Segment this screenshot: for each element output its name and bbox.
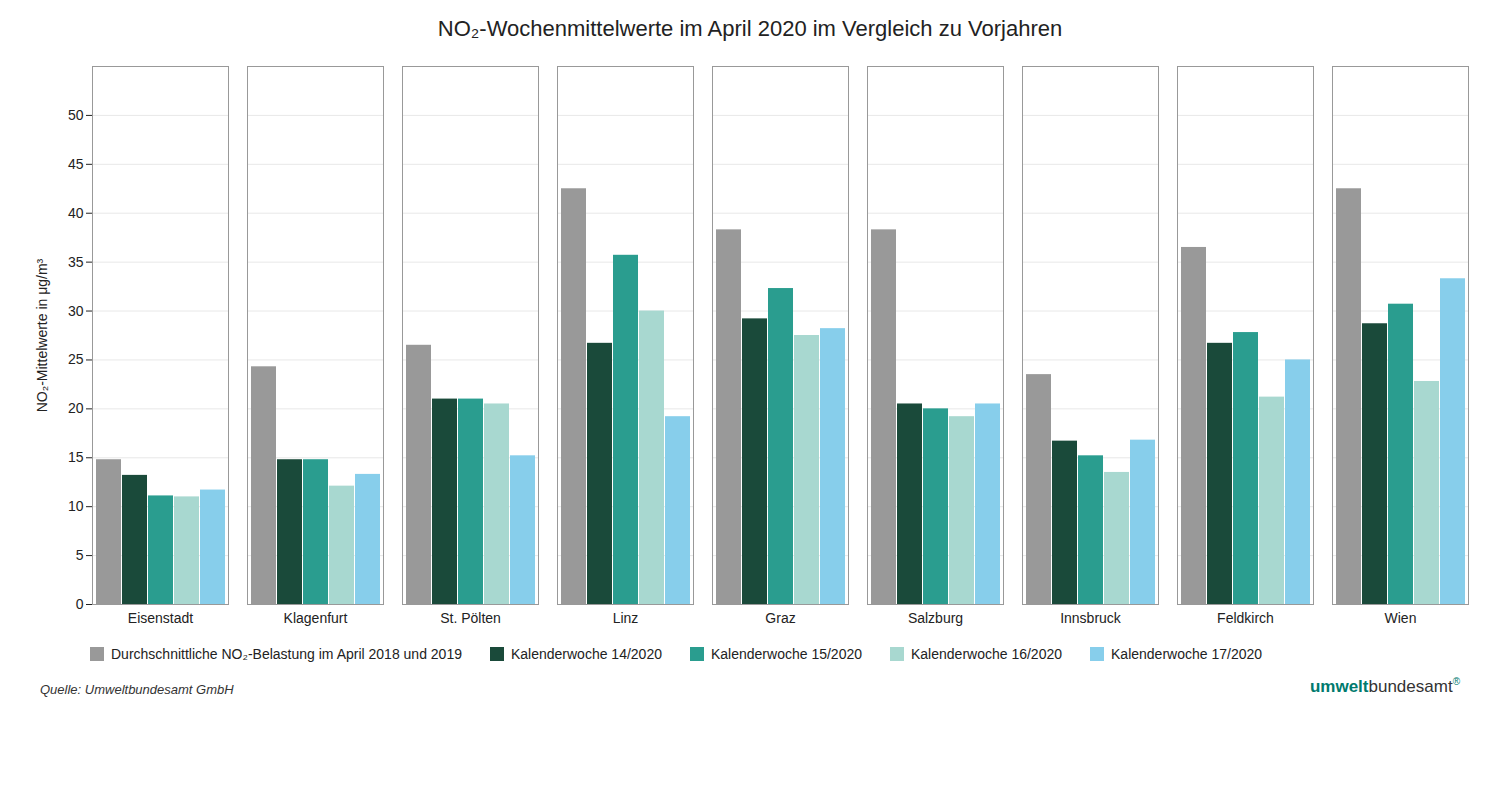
svg-text:45: 45 (68, 156, 84, 172)
svg-text:Eisenstadt: Eisenstadt (128, 610, 193, 626)
svg-text:30: 30 (68, 303, 84, 319)
svg-text:Wien: Wien (1385, 610, 1417, 626)
html-text:NO₂-Wochenmittelwerte im April: NO₂-Wochenmittelwerte im April 2020 im V… (437, 16, 1063, 41)
svg-text:15: 15 (68, 449, 84, 465)
html-text:Kalenderwoche 16/2020: Kalenderwoche 16/2020 (911, 646, 1062, 662)
html-text:Quelle: Umweltbundesamt GmbH: Quelle: Umweltbundesamt GmbH (40, 681, 234, 697)
html-text:Kalenderwoche 15/2020: Kalenderwoche 15/2020 (711, 646, 862, 662)
svg-text:Salzburg: Salzburg (908, 610, 963, 626)
svg-text:Innsbruck: Innsbruck (1060, 610, 1122, 626)
svg-text:50: 50 (68, 107, 84, 123)
svg-text:20: 20 (68, 400, 84, 416)
svg-text:35: 35 (68, 254, 84, 270)
html-text:Durchschnittliche NO₂-Belastun: Durchschnittliche NO₂-Belastung im April… (111, 646, 462, 662)
svg-text:Klagenfurt: Klagenfurt (284, 610, 348, 626)
svg-text:Linz: Linz (613, 610, 639, 626)
svg-text:10: 10 (68, 498, 84, 514)
svg-text:St. Pölten: St. Pölten (440, 610, 501, 626)
html-text:Kalenderwoche 17/2020: Kalenderwoche 17/2020 (1111, 646, 1262, 662)
svg-text:NO₂-Mittelwerte in μg/m³: NO₂-Mittelwerte in μg/m³ (34, 258, 50, 412)
html-text:umwelt bundesamt®: umwelt bundesamt® (1309, 676, 1460, 696)
svg-text:Feldkirch: Feldkirch (1217, 610, 1274, 626)
svg-text:5: 5 (76, 547, 84, 563)
html-text:Kalenderwoche 14/2020: Kalenderwoche 14/2020 (511, 646, 662, 662)
svg-text:0: 0 (76, 596, 84, 612)
svg-text:25: 25 (68, 351, 84, 367)
svg-text:Graz: Graz (765, 610, 795, 626)
svg-text:40: 40 (68, 205, 84, 221)
